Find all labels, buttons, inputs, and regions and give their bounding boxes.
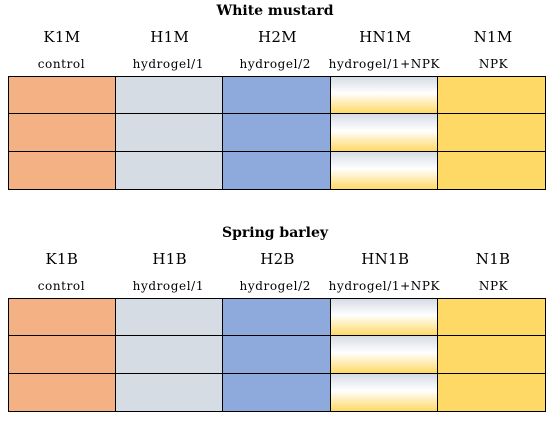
treatment-label: hydrogel/1+NPK — [328, 279, 441, 293]
plot-cell-h2m — [223, 114, 331, 152]
plot-cell-k1b — [9, 336, 117, 374]
plot-cell-hn1m — [330, 151, 438, 189]
plot-cell-n1m — [437, 151, 545, 189]
treatment-code: K1B — [45, 250, 79, 268]
plot-cell-h2b — [223, 299, 331, 337]
plot-cell-k1m — [9, 151, 117, 189]
treatment-codes-row: K1M H1M H2M HN1M N1M — [8, 28, 547, 46]
treatment-labels-row: control hydrogel/1 hydrogel/2 hydrogel/1… — [8, 278, 547, 294]
plot-cell-k1b — [9, 299, 117, 337]
plot-cell-n1m — [437, 114, 545, 152]
treatment-code: H1B — [152, 250, 187, 268]
plot-cell-h1m — [116, 77, 224, 115]
treatment-code: H2M — [258, 28, 297, 46]
treatment-label: hydrogel/1+NPK — [328, 57, 441, 71]
block-title: Spring barley — [221, 225, 329, 241]
plot-cell-hn1b — [330, 373, 438, 411]
plot-cell-h2b — [223, 373, 331, 411]
treatment-label: hydrogel/1 — [132, 57, 205, 71]
plot-cell-h1m — [116, 114, 224, 152]
plot-cell-k1m — [9, 114, 117, 152]
treatment-code: HN1B — [361, 250, 410, 268]
plot-cell-h1b — [116, 373, 224, 411]
treatment-code: H2B — [260, 250, 295, 268]
plot-cell-h2b — [223, 336, 331, 374]
treatment-code: K1M — [43, 28, 81, 46]
treatment-label: control — [37, 57, 86, 71]
treatment-labels-row: control hydrogel/1 hydrogel/2 hydrogel/1… — [8, 56, 547, 72]
plot-cell-n1b — [437, 336, 545, 374]
plot-cell-n1b — [437, 299, 545, 337]
plot-grid — [8, 298, 546, 412]
plot-cell-h1b — [116, 336, 224, 374]
treatment-label: NPK — [478, 279, 509, 293]
plot-cell-h2m — [223, 151, 331, 189]
treatment-code: N1M — [473, 28, 513, 46]
plot-cell-h2m — [223, 77, 331, 115]
plot-cell-n1m — [437, 77, 545, 115]
treatment-code: H1M — [150, 28, 190, 46]
plot-cell-n1b — [437, 373, 545, 411]
treatment-label: hydrogel/2 — [239, 57, 311, 71]
treatment-label: control — [37, 279, 86, 293]
treatment-code: HN1M — [359, 28, 412, 46]
plot-cell-hn1b — [330, 299, 438, 337]
treatment-codes-row: K1B H1B H2B HN1B N1B — [8, 250, 547, 268]
plot-cell-hn1m — [330, 114, 438, 152]
plot-cell-h1m — [116, 151, 224, 189]
block-title: White mustard — [216, 3, 334, 19]
plot-grid — [8, 76, 546, 190]
plot-cell-h1b — [116, 299, 224, 337]
plot-cell-k1m — [9, 77, 117, 115]
treatment-code: N1B — [475, 250, 511, 268]
plot-cell-hn1b — [330, 336, 438, 374]
treatment-label: NPK — [478, 57, 509, 71]
plot-cell-hn1m — [330, 77, 438, 115]
plot-cell-k1b — [9, 373, 117, 411]
treatment-label: hydrogel/1 — [132, 279, 205, 293]
treatment-label: hydrogel/2 — [239, 279, 311, 293]
